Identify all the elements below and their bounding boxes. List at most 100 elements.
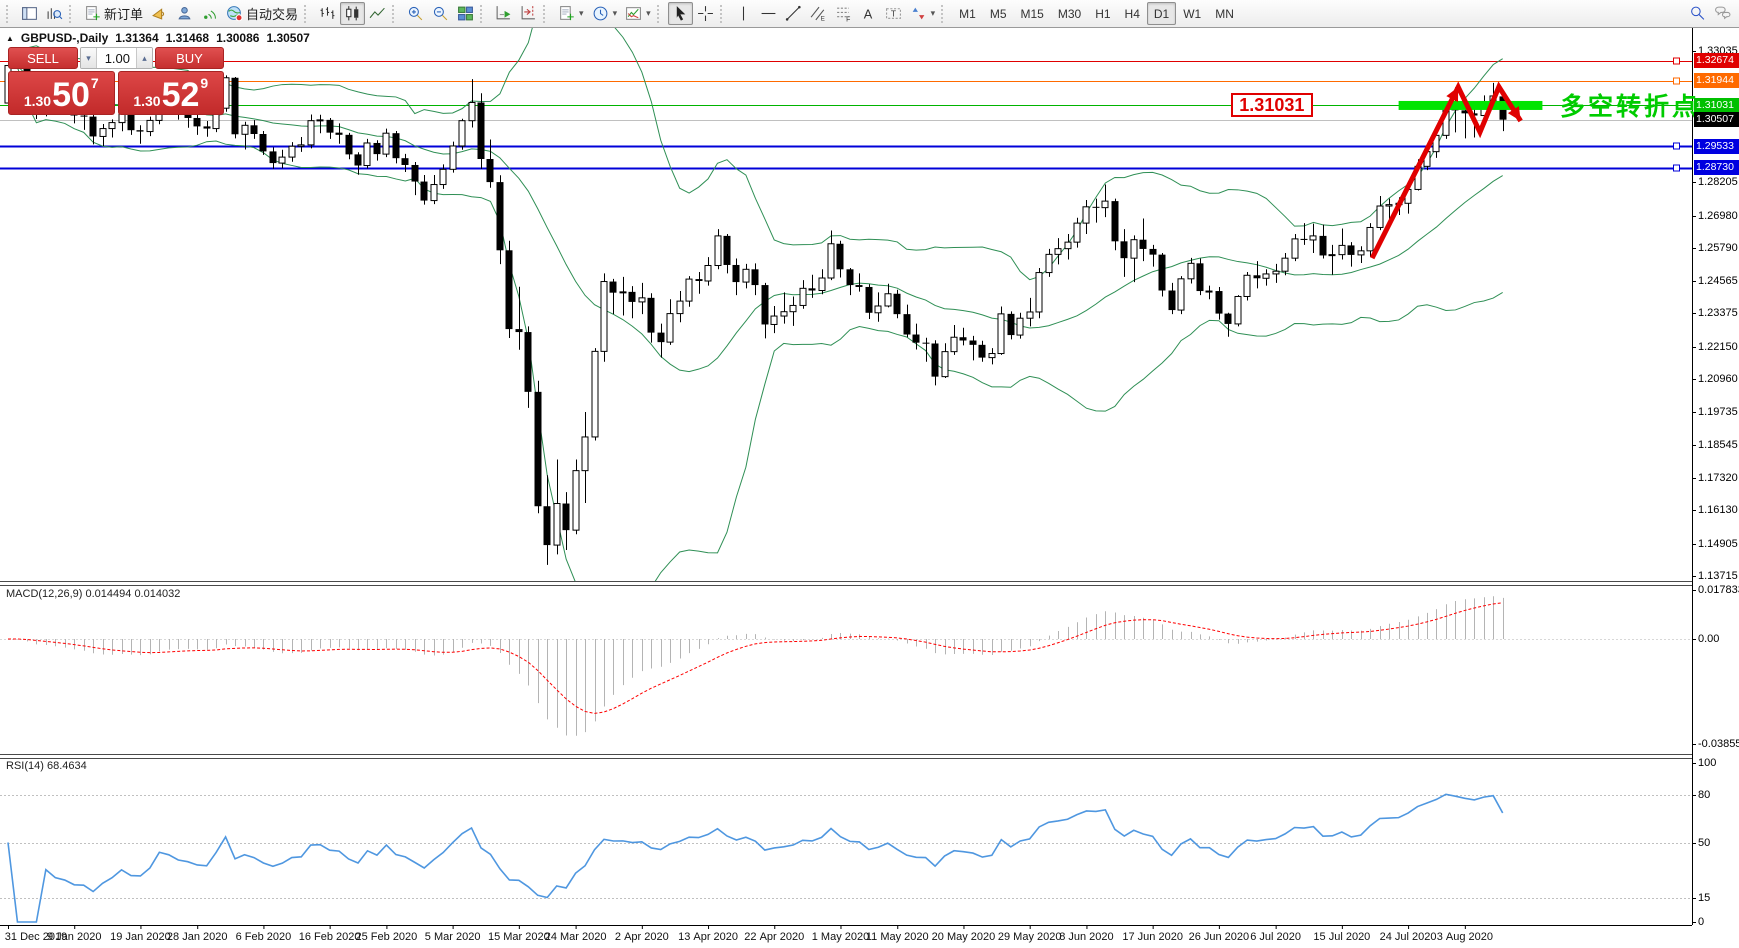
macd-label: MACD(12,26,9) 0.014494 0.014032 xyxy=(6,588,181,600)
price-annotation-label[interactable]: 1.31031 xyxy=(1230,93,1313,118)
ohlc-close: 1.30507 xyxy=(266,31,310,45)
candlestick-chart-icon xyxy=(344,5,361,22)
volume-decrease-button[interactable]: ▾ xyxy=(81,48,97,68)
toolbar-group-grip xyxy=(941,4,948,23)
templates-icon xyxy=(558,5,575,22)
charts-panel-icon xyxy=(21,5,38,22)
turning-point-note[interactable]: 多空转折点 xyxy=(1560,93,1701,121)
chart-shift-button[interactable] xyxy=(516,2,541,25)
price-badge: 1.32674 xyxy=(1694,53,1739,69)
tf-m30-button[interactable]: M30 xyxy=(1051,2,1088,25)
text-label-button[interactable]: T xyxy=(881,2,906,25)
search-icon xyxy=(1689,5,1706,22)
tf-m1-label: M1 xyxy=(959,6,976,21)
tf-mn-button[interactable]: MN xyxy=(1208,2,1241,25)
tf-w1-label: W1 xyxy=(1183,6,1202,21)
tf-m30-label: M30 xyxy=(1057,6,1082,21)
caret-down-icon: ▾ xyxy=(86,52,91,63)
zoom-in-button[interactable] xyxy=(403,2,428,25)
period-sets-icon xyxy=(592,5,609,22)
tf-m5-label: M5 xyxy=(989,6,1007,21)
vertical-line-button[interactable] xyxy=(731,2,756,25)
tf-h4-button[interactable]: H4 xyxy=(1118,2,1147,25)
tf-m1-button[interactable]: M1 xyxy=(952,2,983,25)
price-chart-canvas[interactable] xyxy=(0,28,1739,948)
search-button[interactable] xyxy=(1685,2,1710,25)
fibonacci-button[interactable]: F xyxy=(831,2,856,25)
crosshair-icon xyxy=(697,5,714,22)
chart-profile-button[interactable] xyxy=(42,2,67,25)
dropdown-caret-icon: ▾ xyxy=(930,8,936,18)
indicators-list-icon xyxy=(625,5,642,22)
horizontal-line-button[interactable] xyxy=(756,2,781,25)
chat-icon xyxy=(1714,5,1731,22)
autotrading-icon xyxy=(226,5,243,22)
svg-text:F: F xyxy=(846,16,850,22)
buy-price-panel[interactable]: 1.30 52 9 xyxy=(117,71,224,115)
signals-button[interactable] xyxy=(197,2,222,25)
volume-value[interactable]: 1.00 xyxy=(104,50,130,66)
toolbar-group-grip xyxy=(392,4,399,23)
zoom-out-button[interactable] xyxy=(428,2,453,25)
svg-text:E: E xyxy=(820,15,824,22)
equidistant-channel-icon: E xyxy=(810,5,827,22)
tf-h1-button[interactable]: H1 xyxy=(1088,2,1117,25)
ohlc-high: 1.31468 xyxy=(165,31,210,45)
community-icon xyxy=(176,5,193,22)
news-button[interactable] xyxy=(147,2,172,25)
tile-windows-button[interactable] xyxy=(453,2,478,25)
tf-m15-button[interactable]: M15 xyxy=(1014,2,1051,25)
trendline-button[interactable] xyxy=(781,2,806,25)
buy-button[interactable]: BUY xyxy=(155,47,224,69)
volume-increase-button[interactable]: ▴ xyxy=(136,48,152,68)
rsi-label: RSI(14) 68.4634 xyxy=(6,760,87,772)
autotrading-button[interactable]: 自动交易 xyxy=(222,2,302,25)
text-button[interactable]: A xyxy=(856,2,881,25)
price-badge: 1.31944 xyxy=(1694,73,1739,89)
chat-button[interactable] xyxy=(1710,2,1735,25)
crosshair-button[interactable] xyxy=(693,2,718,25)
bar-chart-button[interactable] xyxy=(315,2,340,25)
shapes-icon xyxy=(910,5,927,22)
toolbar-group-grip xyxy=(304,4,311,23)
price-badge: 1.31031 xyxy=(1694,97,1739,113)
toolbar-group-grip xyxy=(543,4,550,23)
auto-scroll-button[interactable] xyxy=(491,2,516,25)
charts-panel-button[interactable] xyxy=(17,2,42,25)
auto-scroll-icon xyxy=(495,5,512,22)
equidistant-channel-button[interactable]: E xyxy=(806,2,831,25)
dropdown-caret-icon: ▾ xyxy=(579,8,584,18)
new-order-button[interactable]: 新订单 xyxy=(80,2,147,25)
fibonacci-icon: F xyxy=(835,5,852,22)
sell-button[interactable]: SELL xyxy=(8,47,78,69)
shapes-button[interactable]: ▾ xyxy=(906,2,940,25)
indicators-list-button[interactable]: ▾ xyxy=(621,2,655,25)
text-label-icon: T xyxy=(885,5,902,22)
new-order-label: 新订单 xyxy=(104,7,144,22)
svg-text:T: T xyxy=(890,8,895,18)
tf-d1-button[interactable]: D1 xyxy=(1146,2,1177,25)
period-sets-button[interactable]: ▾ xyxy=(588,2,622,25)
collapse-chart-icon[interactable]: ▲ xyxy=(6,34,14,43)
sell-price-panel[interactable]: 1.30 50 7 xyxy=(8,71,115,115)
volume-stepper: ▾ 1.00 ▴ xyxy=(80,47,153,69)
tf-w1-button[interactable]: W1 xyxy=(1176,2,1208,25)
caret-up-icon: ▴ xyxy=(142,52,147,63)
toolbar-group-grip xyxy=(480,4,487,23)
line-chart-icon xyxy=(369,5,386,22)
one-click-trading-panel: SELL ▾ 1.00 ▴ BUY 1.30 50 7 1.30 52 9 xyxy=(8,47,224,115)
trendline-icon xyxy=(785,5,802,22)
candlestick-chart-button[interactable] xyxy=(340,2,366,25)
cursor-button[interactable] xyxy=(667,2,693,25)
svg-text:A: A xyxy=(863,6,872,21)
line-chart-button[interactable] xyxy=(365,2,390,25)
price-badge: 1.30507 xyxy=(1694,112,1739,128)
toolbar-group-grip xyxy=(656,4,664,23)
price-badge: 1.28730 xyxy=(1694,160,1739,176)
templates-button[interactable]: ▾ xyxy=(554,2,588,25)
tf-m5-button[interactable]: M5 xyxy=(983,2,1014,25)
new-order-icon xyxy=(84,5,101,22)
community-button[interactable] xyxy=(172,2,197,25)
bar-chart-icon xyxy=(319,5,336,22)
tf-h1-label: H1 xyxy=(1095,6,1111,21)
